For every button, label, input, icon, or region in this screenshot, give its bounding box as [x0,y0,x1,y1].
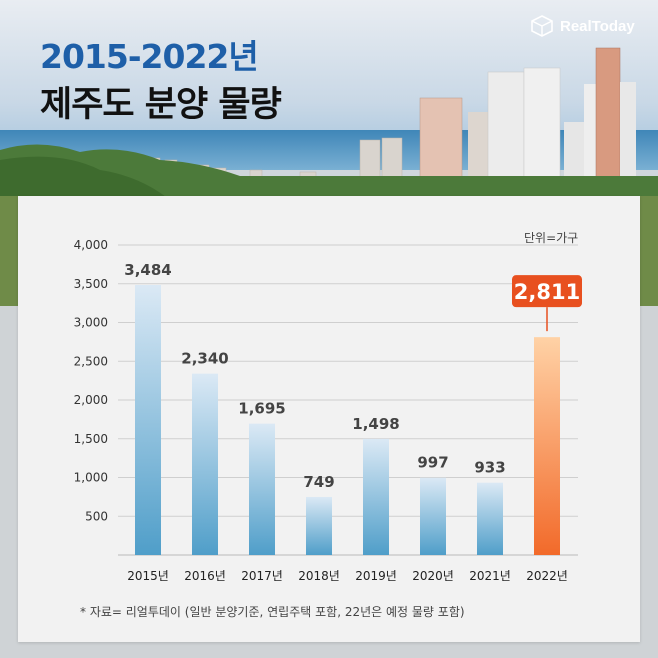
title-line-1: 2015-2022년 [40,37,259,76]
y-tick-label: 2,000 [74,393,108,407]
bar-2015년 [135,284,161,555]
value-label: 2,340 [181,350,228,368]
bar-2020년 [420,477,446,555]
x-tick-label: 2016년 [184,569,226,583]
x-tick-label: 2015년 [127,569,169,583]
x-tick-label: 2017년 [241,569,283,583]
x-tick-label: 2022년 [526,569,568,583]
unit-label: 단위=가구 [524,231,579,245]
y-tick-label: 1,000 [74,471,108,485]
bar-2016년 [192,373,218,555]
y-tick-label: 4,000 [74,238,108,252]
value-label: 933 [474,459,505,477]
brand-logo: RealToday [530,14,635,38]
brand-name: RealToday [560,17,635,35]
value-label: 3,484 [124,261,171,279]
value-label: 2,811 [514,280,580,304]
value-label: 997 [417,454,448,472]
title-line-2: 제주도 분양 물량 [40,85,282,125]
bar-2022년 [534,337,560,555]
bar-2021년 [477,482,503,555]
value-label: 1,498 [352,415,399,433]
bar-2019년 [363,438,389,555]
x-tick-label: 2021년 [469,569,511,583]
value-label: 749 [303,473,334,491]
y-tick-label: 3,500 [74,277,108,291]
bar-2017년 [249,423,275,555]
y-tick-label: 2,500 [74,354,108,368]
y-tick-label: 1,500 [74,432,108,446]
cube-logo-icon [531,15,553,37]
footnote: * 자료= 리얼투데이 (일반 분양기준, 연립주택 포함, 22년은 예정 물… [80,605,465,619]
value-label: 1,695 [238,400,285,418]
bar-2018년 [306,496,332,555]
x-tick-label: 2020년 [412,569,454,583]
x-tick-label: 2018년 [298,569,340,583]
x-tick-label: 2019년 [355,569,397,583]
highlight-badge [512,275,582,308]
y-tick-label: 500 [85,509,108,523]
y-tick-label: 3,000 [74,316,108,330]
